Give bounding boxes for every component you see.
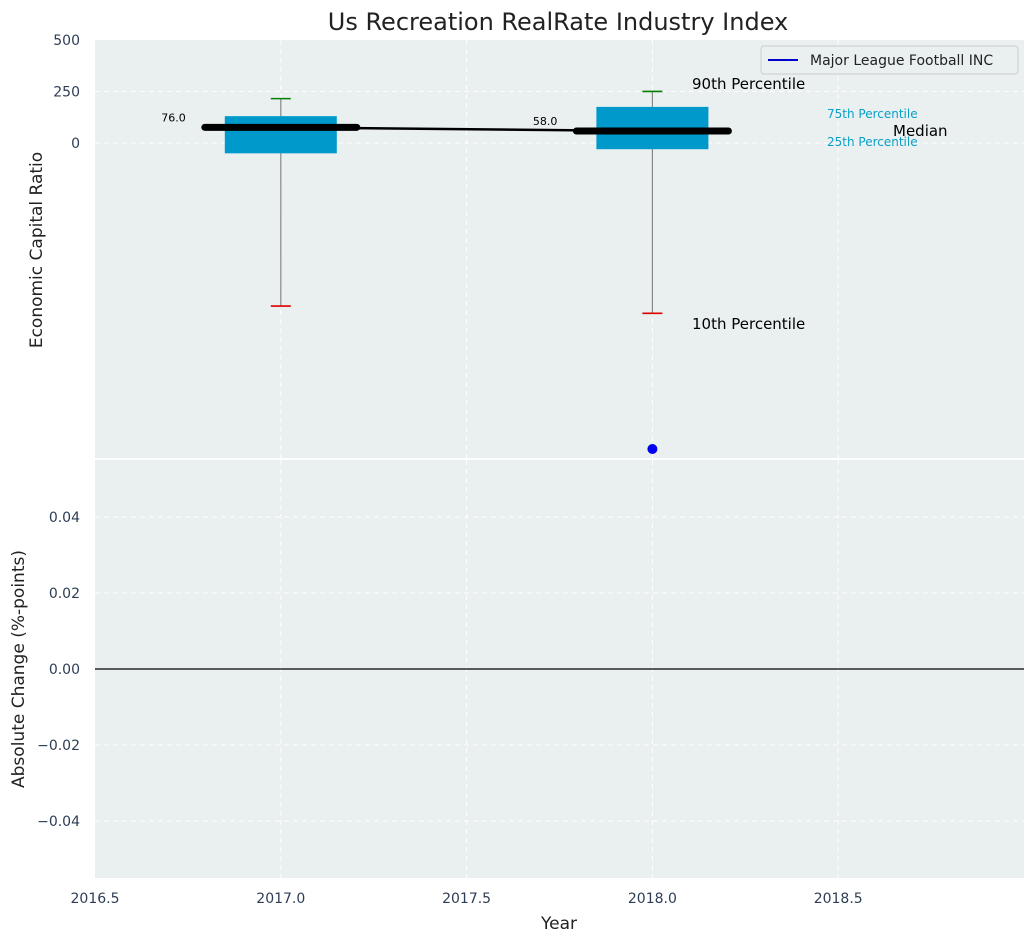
annotation-10th-percentile: 10th Percentile (692, 315, 805, 333)
legend: Major League Football INC (760, 45, 1019, 75)
top-panel-y-axis-label: Economic Capital Ratio (27, 152, 47, 348)
median-value-label: 76.0 (161, 111, 186, 124)
x-tick-label: 2018.0 (628, 891, 677, 907)
bottom-panel-y-ticks: 0.04 0.02 0.00 −0.02 −0.04 (37, 510, 80, 830)
top-y-tick-label: 250 (53, 84, 80, 100)
annotation-75th-percentile: 75th Percentile (827, 107, 918, 121)
annotation-90th-percentile: 90th Percentile (692, 75, 805, 93)
x-axis-label: Year (540, 914, 577, 934)
bottom-panel-y-axis-label: Absolute Change (%-points) (9, 550, 29, 788)
bottom-y-tick-label: 0.00 (49, 662, 80, 678)
top-y-tick-label: 0 (71, 136, 80, 152)
top-y-tick-label: 500 (53, 33, 80, 49)
annotation-median: Median (893, 122, 948, 140)
chart-title: Us Recreation RealRate Industry Index (328, 8, 789, 36)
bottom-panel-x-ticks: 2016.5 2017.0 2017.5 2018.0 2018.5 (71, 891, 863, 907)
bottom-y-tick-label: 0.02 (49, 586, 80, 602)
x-tick-label: 2016.5 (71, 891, 120, 907)
x-tick-label: 2017.0 (256, 891, 305, 907)
bottom-y-tick-label: 0.04 (49, 510, 80, 526)
median-value-label: 58.0 (533, 115, 558, 128)
annotation-25th-percentile: 25th Percentile (827, 135, 918, 149)
bottom-y-tick-label: −0.04 (37, 814, 80, 830)
top-panel-marks: 76.0 58.0 (161, 90, 732, 454)
company-point (647, 444, 658, 454)
top-panel-background (95, 40, 1024, 458)
legend-box (760, 45, 1019, 75)
box-interquartile (224, 116, 337, 154)
top-panel-y-ticks: 500 250 0 (53, 33, 80, 152)
x-tick-label: 2018.5 (814, 891, 863, 907)
bottom-y-tick-label: −0.02 (37, 738, 80, 754)
x-tick-label: 2017.5 (442, 891, 491, 907)
legend-entry-major-league-football: Major League Football INC (810, 53, 993, 69)
